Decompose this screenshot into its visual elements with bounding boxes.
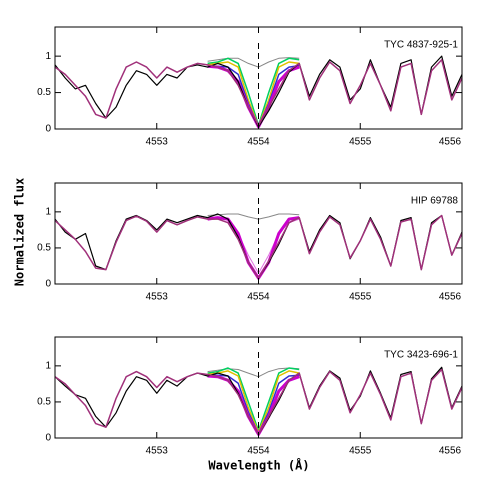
x-tick-label: 4556 <box>439 292 462 303</box>
panel-label: TYC 4837-925-1 <box>384 40 458 51</box>
x-tick-label: 4555 <box>349 137 372 148</box>
panel-label: HIP 69788 <box>411 196 459 207</box>
spectrum-line <box>207 57 300 68</box>
y-tick-label: 1 <box>45 51 51 62</box>
y-tick-label: 0 <box>45 433 51 444</box>
x-tick-label: 4556 <box>439 446 462 457</box>
y-tick-label: 0.5 <box>37 87 51 98</box>
x-tick-label: 4553 <box>146 446 169 457</box>
y-tick-label: 0 <box>45 279 51 290</box>
x-tick-label: 4555 <box>349 446 372 457</box>
y-tick-label: 0.5 <box>37 397 51 408</box>
y-axis-label: Normalized flux <box>13 178 27 286</box>
x-tick-label: 4553 <box>146 137 169 148</box>
spectrum-line <box>207 61 300 127</box>
x-tick-label: 4555 <box>349 292 372 303</box>
x-axis-label: Wavelength (Å) <box>208 458 309 473</box>
spectrum-line <box>207 367 300 432</box>
spectrum-line <box>207 370 300 433</box>
x-tick-label: 4553 <box>146 292 169 303</box>
spectrum-line <box>207 57 300 127</box>
y-tick-label: 1 <box>45 360 51 371</box>
x-tick-label: 4554 <box>247 137 270 148</box>
x-tick-label: 4554 <box>247 292 270 303</box>
x-tick-label: 4556 <box>439 137 462 148</box>
x-tick-label: 4554 <box>247 446 270 457</box>
y-tick-label: 0 <box>45 124 51 135</box>
y-tick-label: 0.5 <box>37 243 51 254</box>
panel-label: TYC 3423-696-1 <box>384 350 458 361</box>
y-tick-label: 1 <box>45 206 51 217</box>
spectrum-line <box>207 213 300 220</box>
